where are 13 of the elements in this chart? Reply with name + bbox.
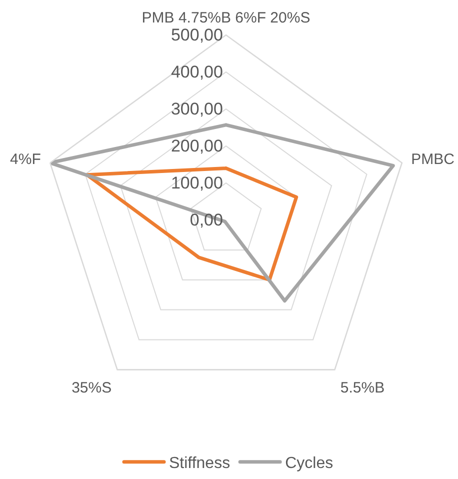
y-tick-label: 300,00: [170, 100, 223, 119]
spoke-label: 35%S: [72, 380, 112, 397]
legend-label: Stiffness: [169, 455, 230, 472]
spoke-label: PMB 4.75%B 6%F 20%S: [142, 9, 310, 26]
spoke-label: PMBC: [411, 150, 455, 168]
y-tick-label: 100,00: [170, 174, 223, 193]
y-tick-label: 200,00: [170, 136, 223, 156]
spoke-label: 5.5%B: [340, 380, 385, 397]
y-tick-label: 0,00: [190, 210, 223, 230]
spoke-label: 4%F: [10, 150, 41, 168]
y-tick-label: 400,00: [170, 62, 223, 82]
y-tick-label: 500,00: [170, 26, 223, 45]
legend-label: Cycles: [285, 455, 334, 472]
